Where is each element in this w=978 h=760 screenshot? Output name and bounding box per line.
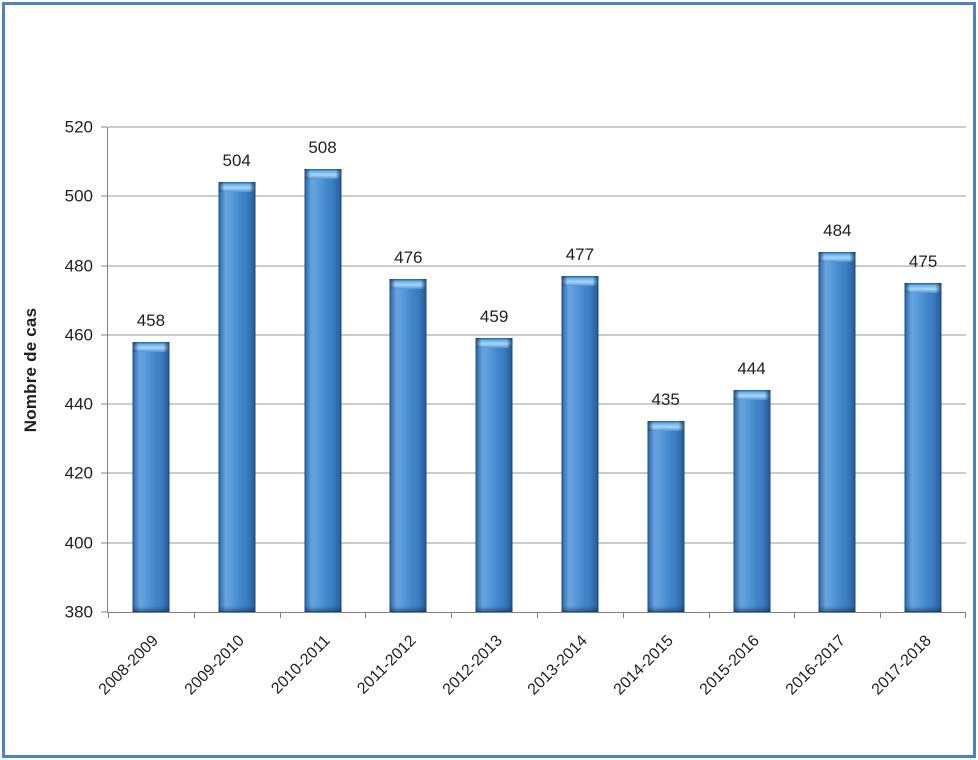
bar-value-label: 475 [908, 251, 938, 271]
bar-top-bevel [389, 279, 427, 290]
x-axis-tick [451, 612, 453, 618]
plot-area: 380 400 420 440 460 480 500 520 458 2008-2009 504 2… [65, 119, 966, 698]
bar-value-label: 435 [651, 390, 680, 410]
bar-bottom-bevel [818, 606, 856, 612]
x-axis-tick [708, 612, 710, 618]
bar-top-bevel [304, 168, 341, 179]
y-tick-label: 500 [64, 186, 93, 206]
bar-top-bevel [218, 182, 256, 193]
bar-top-bevel [733, 390, 770, 401]
y-axis-tick [101, 195, 107, 197]
gridline [108, 472, 966, 474]
x-axis-tick [622, 612, 624, 618]
bar-top-bevel [132, 341, 170, 352]
x-axis-tick [279, 612, 281, 618]
gridline [108, 334, 966, 336]
bar-value-label: 476 [394, 248, 423, 268]
bar [132, 341, 170, 612]
bar [389, 279, 427, 612]
bar-bottom-bevel [218, 606, 256, 612]
y-tick-label: 520 [64, 117, 93, 137]
bar-value-label: 459 [479, 307, 509, 327]
y-tick-label: 420 [64, 463, 93, 483]
y-axis-tick [101, 126, 107, 128]
y-tick-label: 400 [64, 533, 93, 553]
bar-bottom-bevel [304, 606, 341, 612]
bar-bottom-bevel [904, 606, 942, 612]
gridline [108, 126, 966, 128]
y-axis-tick [101, 403, 107, 405]
x-axis-tick [794, 612, 796, 618]
bar-top-bevel [475, 338, 513, 349]
x-axis-tick [108, 612, 109, 618]
gridline [108, 195, 966, 197]
bar-bottom-bevel [733, 606, 770, 612]
y-tick-label: 480 [64, 256, 93, 276]
bar-bottom-bevel [647, 606, 685, 612]
bar [818, 251, 856, 612]
bar [647, 421, 685, 612]
bar-value-label: 477 [565, 244, 595, 264]
y-axis-tick [101, 472, 107, 474]
y-axis-title: Nombre de cas [21, 307, 40, 433]
y-tick-label: 460 [64, 325, 93, 345]
bar-bottom-bevel [561, 606, 599, 612]
gridline [108, 403, 966, 405]
bar-value-label: 444 [737, 359, 766, 379]
x-axis-tick [880, 612, 882, 618]
y-axis-tick [101, 265, 107, 267]
bar-top-bevel [647, 421, 685, 432]
x-axis-tick [365, 612, 367, 618]
bar [561, 275, 599, 612]
x-axis-tick [537, 612, 538, 618]
bar-bottom-bevel [389, 606, 427, 612]
gridline [108, 265, 966, 267]
y-tick-label: 440 [64, 394, 93, 414]
x-axis-tick [965, 612, 966, 618]
bar [733, 390, 770, 612]
bar-top-bevel [904, 282, 942, 293]
bar-bottom-bevel [475, 606, 513, 612]
bar-top-bevel [561, 275, 599, 286]
gridline [108, 542, 966, 544]
y-tick-label: 380 [64, 602, 93, 622]
y-axis-tick [101, 611, 107, 613]
bar-value-label: 484 [823, 220, 852, 240]
bar-top-bevel [818, 251, 856, 262]
y-axis-tick [101, 334, 107, 336]
bar-value-label: 458 [136, 310, 166, 330]
y-axis-tick [101, 542, 107, 544]
bar-value-label: 504 [222, 151, 251, 171]
bar [304, 168, 341, 612]
bar-value-label: 508 [308, 137, 337, 157]
bar [475, 338, 513, 612]
bar-bottom-bevel [132, 606, 170, 612]
bar [904, 282, 942, 612]
x-axis-tick [193, 612, 195, 618]
bar [218, 182, 256, 612]
